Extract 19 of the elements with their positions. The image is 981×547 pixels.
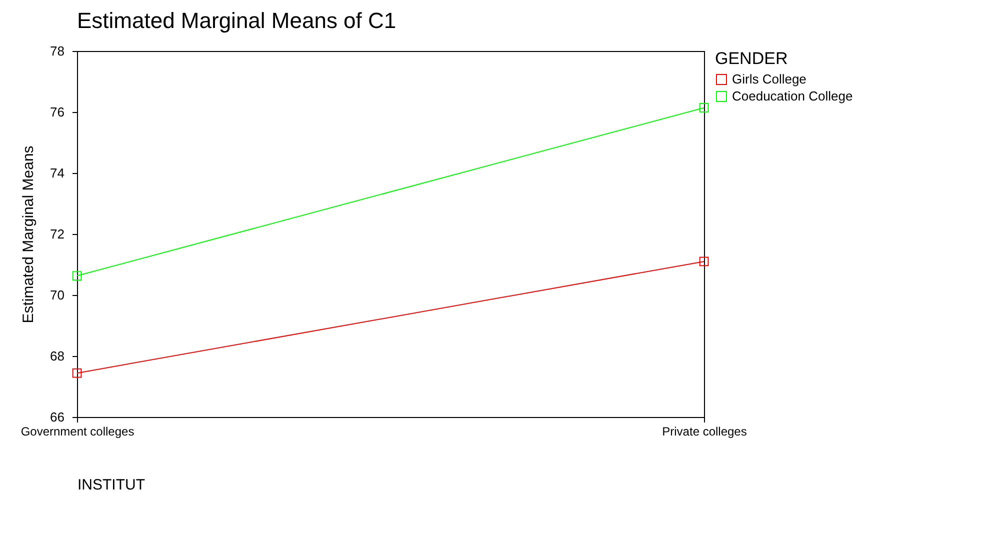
y-tick-label: 78 (50, 44, 64, 58)
x-axis-title: INSTITUT (78, 476, 145, 494)
point (72, 271, 82, 280)
legend-label: Girls College (732, 72, 806, 86)
x-tick-label: Private colleges (662, 424, 747, 438)
y-tick-label: 74 (50, 166, 64, 180)
y-tick-label: 76 (50, 104, 64, 120)
point (72, 368, 82, 378)
y-tick-label: 72 (50, 226, 64, 242)
legend-title: GENDER (715, 49, 788, 68)
y-axis-title: Estimated Marginal Means (20, 146, 38, 324)
y-tick-label: 66 (50, 410, 64, 424)
y-tick-label: 70 (50, 288, 64, 302)
point (699, 103, 709, 112)
y-tick-label: 68 (50, 348, 64, 364)
legend-label: Coeducation College (732, 88, 853, 104)
x-tick-label: Government colleges (20, 424, 134, 438)
point (699, 256, 709, 266)
chart-title: Estimated Marginal Means of C1 (77, 8, 396, 33)
